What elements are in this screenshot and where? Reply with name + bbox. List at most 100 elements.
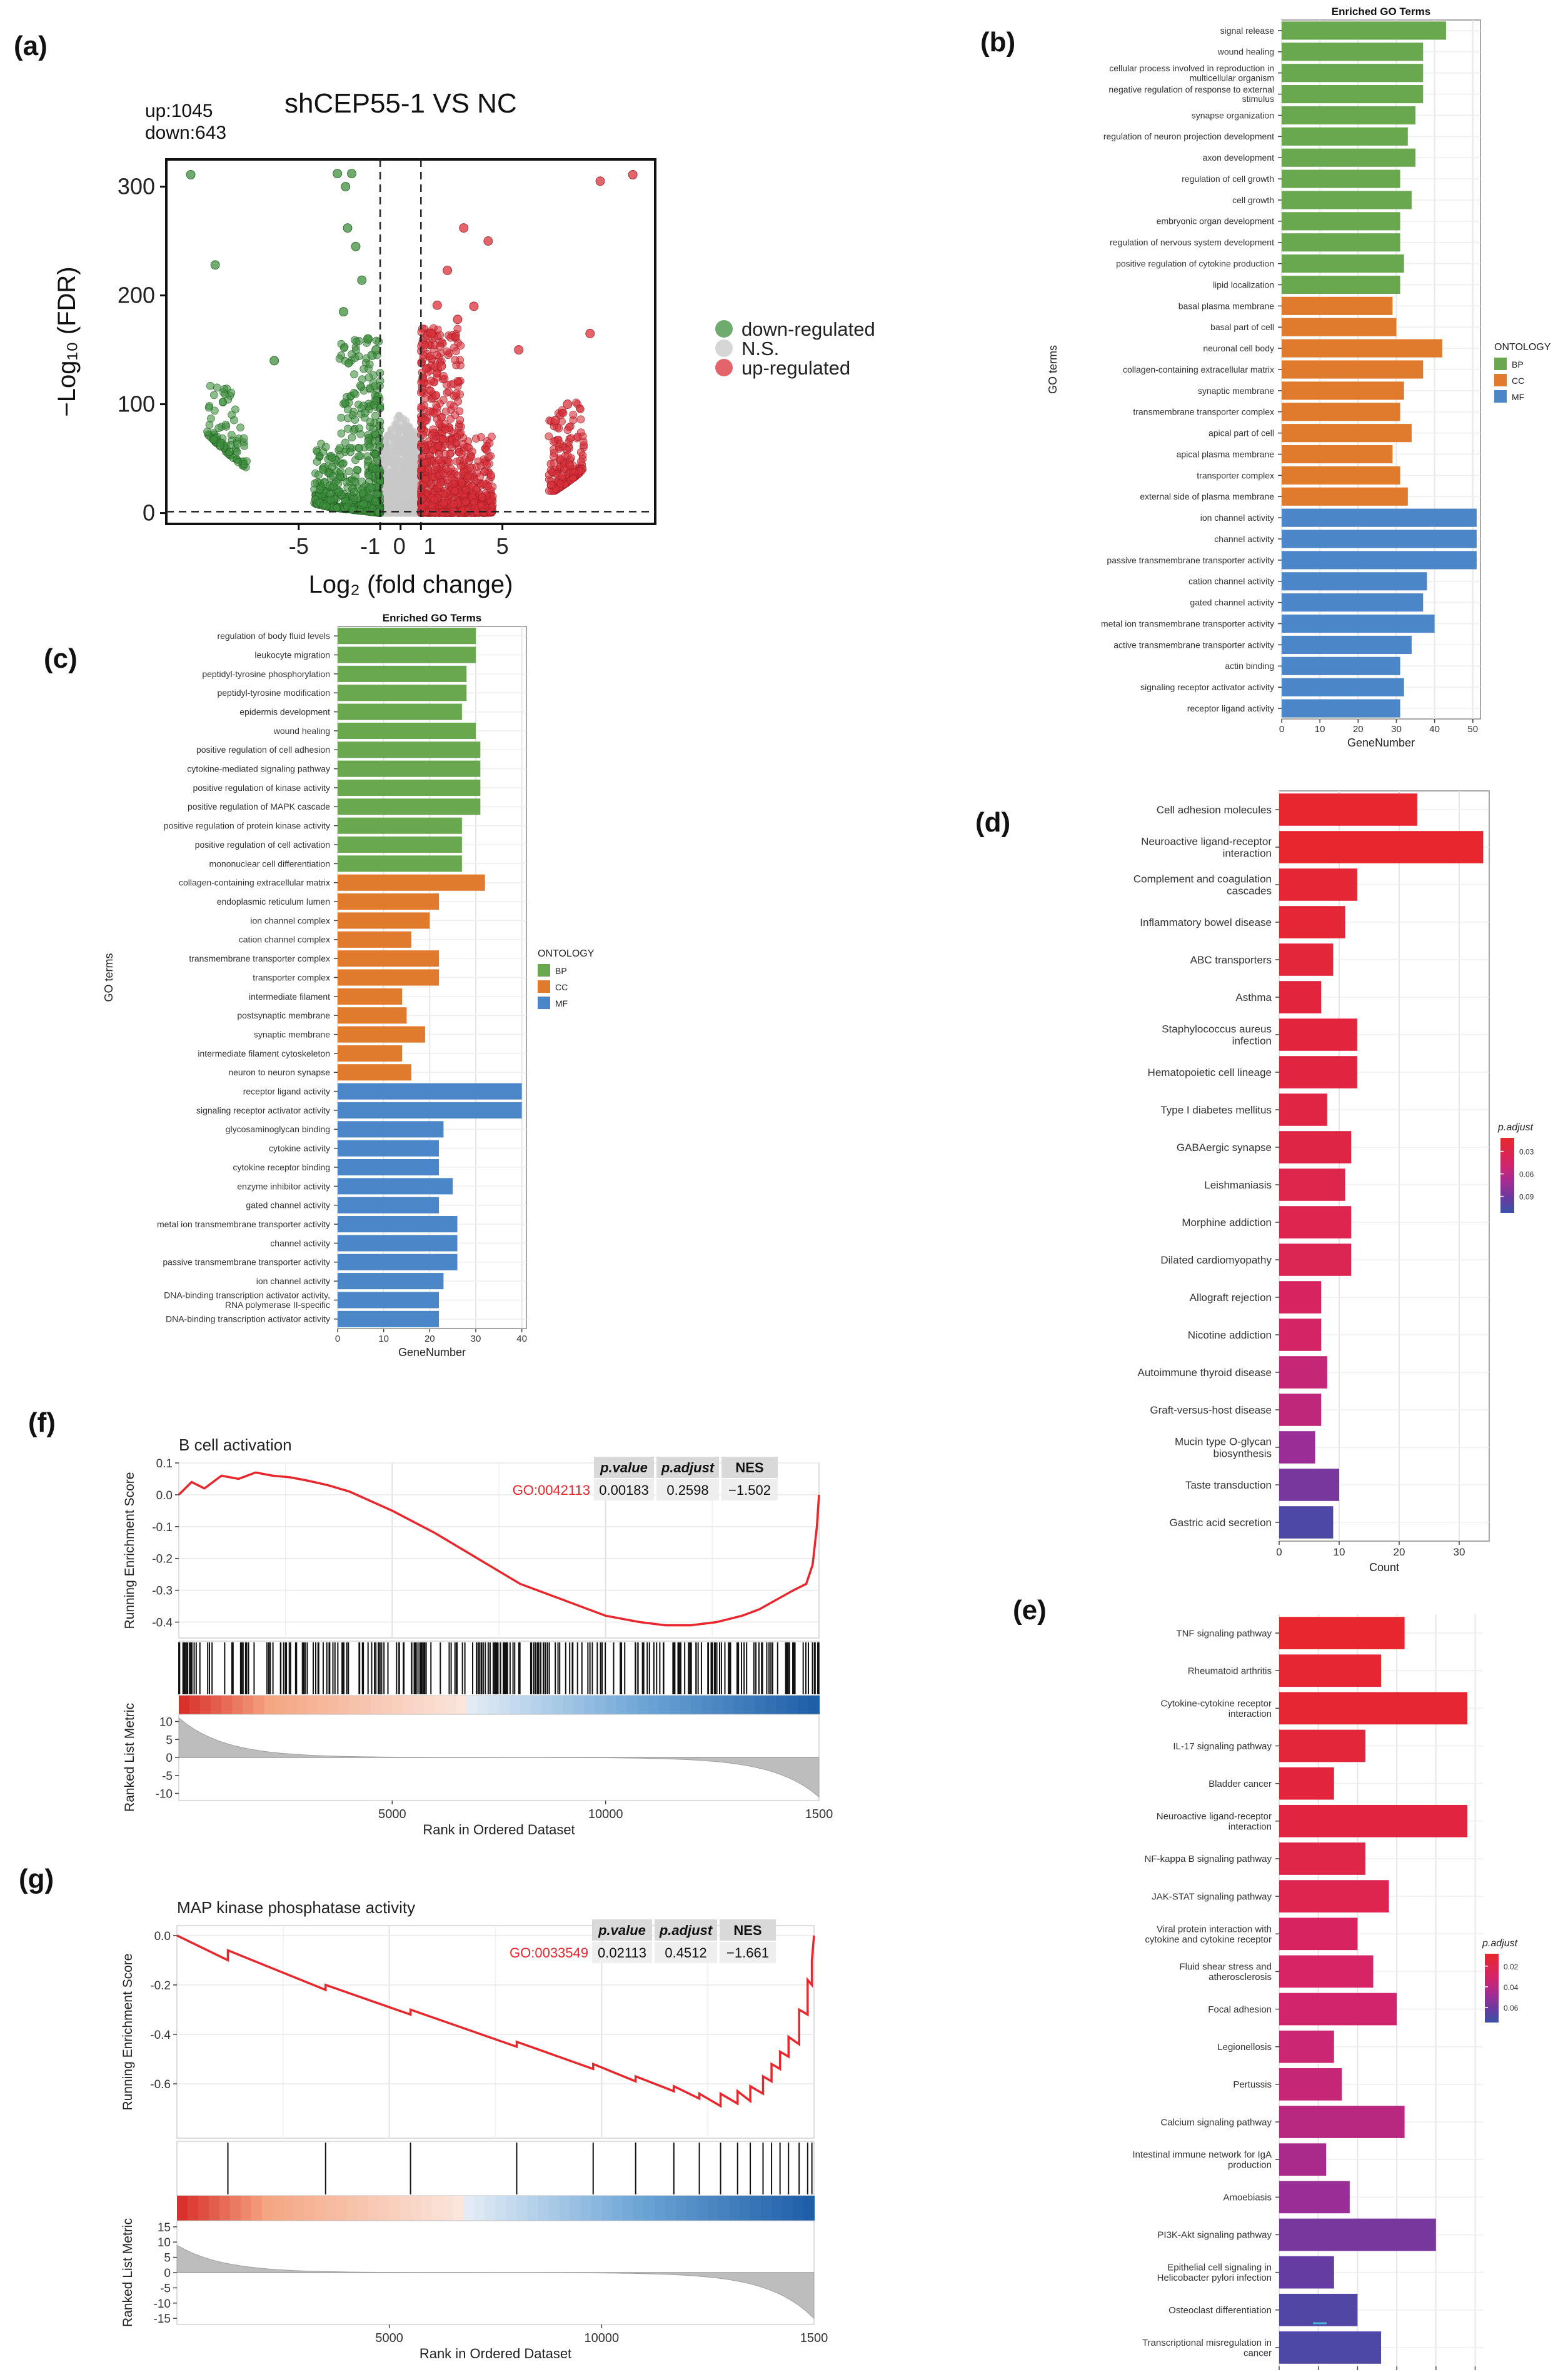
bar [338,760,481,777]
up-point [576,415,585,424]
bar [1279,2030,1334,2063]
panel-label: (c) [44,643,78,674]
ns-point [385,431,393,439]
rank-color-band [336,2196,348,2221]
bar [338,969,440,986]
y-tick-label: apical plasma membrane [1177,449,1275,459]
rank-color-band [584,1696,596,1714]
bar [1279,1206,1352,1239]
scatter-points [186,169,638,517]
stats-header-cell [656,1457,719,1478]
legend-title: p.adjust [1482,1938,1518,1949]
panel-label: (a) [14,31,48,61]
bar [1282,43,1424,61]
y-tick-label-line: ion channel activity [256,1276,330,1286]
down-point [371,430,379,438]
ns-point [407,475,415,483]
y-tick-label: JAK-STAT signaling pathway [1152,1891,1272,1902]
rank-color-band [520,1696,532,1714]
panel-label: (e) [1013,1595,1047,1626]
stats-header-cell [592,1919,652,1941]
bar [1279,1654,1381,1687]
y-tick-label: Allograft rejection [1190,1292,1272,1304]
x-tick-label: -1 [360,533,380,559]
ns-point [401,445,409,453]
y-tick-label: wound healing [273,726,330,736]
legend-key [715,339,733,357]
up-point [514,345,524,354]
y-tick-label: wound healing [1217,47,1274,57]
rank-color-band [187,2196,199,2221]
up-point [456,341,465,350]
rank-color-band [208,2196,220,2221]
rank-color-band [595,1696,606,1714]
y-tick-label: 10 [159,1716,173,1729]
y-tick-label: 0 [164,2267,171,2280]
rank-color-band [381,1696,393,1714]
y-tick-label-line: collagen-containing extracellular matrix [1123,364,1274,374]
y-tick-label: active transmembrane transporter activit… [1113,640,1274,650]
y-tick-label: receptor ligand activity [1187,703,1274,713]
stats-value-cell [594,1479,654,1500]
y-tick-label: -5 [162,1770,173,1783]
bar [1282,127,1408,146]
x-tick-label: 0 [393,533,406,559]
down-point [346,448,354,456]
y-tick-label: lipid localization [1213,279,1274,289]
y-tick-label: transmembrane transporter complex [189,953,330,963]
y-tick-label-line: Gastric acid secretion [1170,1517,1272,1529]
down-point [351,472,359,481]
down-point [367,483,376,491]
legend-label: N.S. [741,338,779,359]
y-tick-label: peptidyl-tyrosine phosphorylation [202,669,330,679]
bar [338,1158,440,1176]
down-point [328,463,336,471]
down-point [374,436,383,445]
rank-color-band [349,1696,361,1714]
y-tick-label-line: external side of plasma membrane [1140,491,1274,501]
y-tick-label: Graft-versus-host disease [1150,1404,1272,1416]
y-tick-label-line: Pertussis [1233,2079,1272,2090]
y-tick-label-line: Rheumatoid arthritis [1188,1666,1272,1676]
y-tick-label: Autoimmune thyroid disease [1137,1367,1272,1379]
y-tick-label: intermediate filament cytoskeleton [198,1048,330,1058]
y-tick-label: positive regulation of cell activation [195,840,330,850]
y-tick-label: cell growth [1232,195,1274,205]
down-point [240,442,249,450]
up-point [443,266,453,275]
down-point [364,493,373,502]
down-point [311,480,319,488]
rank-color-band [723,1696,735,1714]
y-tick-label: cytokine-mediated signaling pathway [187,764,330,774]
down-point [234,458,243,466]
y-tick-label: cation channel activity [1189,576,1274,586]
bar [1279,1431,1315,1464]
rank-color-band [403,1696,415,1714]
down-point [354,452,363,461]
y-tick-label-line: Staphylococcus aureus [1162,1023,1272,1035]
y-tick-label-line: gated channel activity [246,1200,330,1210]
up-point [418,385,426,394]
up-point [452,347,460,355]
y-tick-label: transmembrane transporter complex [1133,407,1274,417]
y-tick-label: basal part of cell [1210,322,1274,332]
up-point [550,416,560,426]
rank-color-band [285,1696,297,1714]
bar [338,1064,411,1081]
up-point [426,386,435,395]
up-point [435,420,443,428]
ns-point [393,421,401,430]
y-tick-label-line: positive regulation of cytokine producti… [1116,259,1274,269]
bar [1282,254,1404,273]
y-tick-label: 15 [158,2221,171,2234]
y-tick-label-line: channel activity [1214,534,1274,544]
bar [1282,21,1446,40]
bar [1282,381,1404,400]
bar [1282,530,1477,548]
up-point [438,435,447,443]
rank-color-band [221,1696,233,1714]
rank-color-band [552,1696,564,1714]
down-point [332,504,341,512]
rank-color-band [733,1696,745,1714]
y-tick-label-line: apical part of cell [1209,428,1274,438]
